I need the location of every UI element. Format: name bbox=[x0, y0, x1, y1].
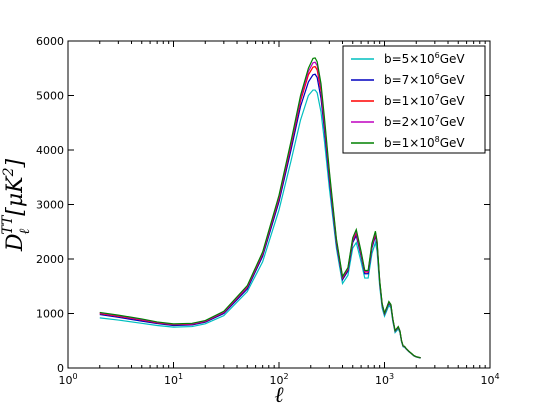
y-tick-label: 0 bbox=[57, 362, 64, 375]
legend-label-1: b=5×106GeV bbox=[384, 51, 465, 66]
x-tick-label: 103 bbox=[375, 372, 394, 387]
legend-box bbox=[342, 45, 486, 154]
y-axis-label-close: ] bbox=[3, 158, 28, 168]
x-tick-label: 101 bbox=[164, 372, 183, 387]
y-axis-label-unit: [μK bbox=[3, 175, 28, 216]
legend-label-5: b=1×108GeV bbox=[384, 135, 465, 150]
y-tick-label: 1000 bbox=[36, 308, 64, 321]
legend-label-4: b=2×107GeV bbox=[384, 114, 465, 129]
y-axis-label-sup: TT bbox=[0, 214, 16, 235]
y-axis-label-sub: ℓ bbox=[17, 228, 33, 234]
series-line-5 bbox=[99, 57, 421, 359]
y-axis-label-unit-sup: 2 bbox=[1, 167, 17, 177]
x-axis-label: ℓ bbox=[274, 383, 284, 408]
y-tick-label: 6000 bbox=[36, 35, 64, 48]
axis-tick-labels: 100 101 102 103 104 0 1000 2000 3000 4000 5000 6000 bbox=[36, 35, 500, 387]
y-tick-label: 3000 bbox=[36, 199, 64, 212]
x-tick-label: 100 bbox=[58, 372, 77, 387]
svg-text:DℓTT[μK2]: DℓTT[μK2] bbox=[0, 158, 33, 252]
y-axis-label: DℓTT[μK2] bbox=[0, 158, 33, 252]
series-lines bbox=[99, 57, 421, 359]
legend-entries: b=5×106GeV b=7×106GeV b=1×107GeV b=2×107GeV… bbox=[351, 51, 465, 150]
axis-ticks bbox=[67, 40, 491, 369]
x-tick-label: 102 bbox=[269, 372, 288, 387]
legend: b=5×106GeV b=7×106GeV b=1×107GeV b=2×107GeV… bbox=[342, 45, 486, 154]
y-tick-label: 5000 bbox=[36, 90, 64, 103]
y-axis-label-main: D bbox=[3, 233, 28, 252]
legend-label-2: b=7×106GeV bbox=[384, 72, 465, 87]
legend-label-3: b=1×107GeV bbox=[384, 93, 465, 108]
x-tick-label: 104 bbox=[480, 372, 499, 387]
y-tick-label: 2000 bbox=[36, 253, 64, 266]
y-tick-label: 4000 bbox=[36, 144, 64, 157]
